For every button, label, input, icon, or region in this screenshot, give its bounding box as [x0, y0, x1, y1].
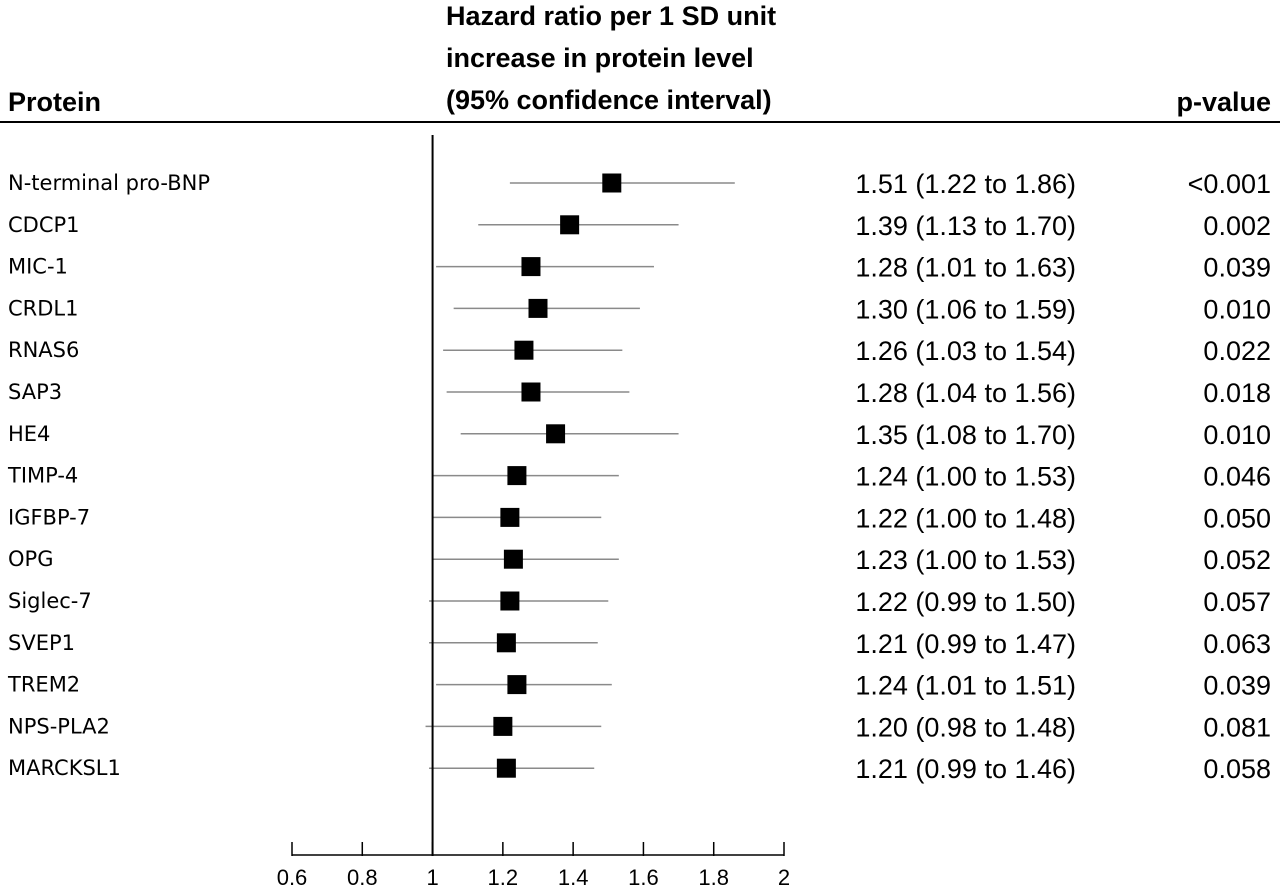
- hr-point: [507, 675, 527, 695]
- pvalue-column-header: p-value: [1176, 87, 1271, 117]
- x-tick-label: 1.2: [488, 865, 519, 888]
- protein-label: Siglec-7: [8, 589, 92, 613]
- x-tick-label: 1.4: [558, 865, 589, 888]
- forest-row: TIMP-4 1.24 (1.00 to 1.53) 0.046: [7, 462, 1271, 492]
- hr-ci-label: 1.24 (1.00 to 1.53): [855, 462, 1076, 492]
- hr-point: [500, 591, 520, 611]
- hr-point: [514, 340, 534, 360]
- protein-label: CRDL1: [8, 296, 79, 320]
- protein-label: OPG: [8, 547, 53, 571]
- p-value-label: 0.046: [1203, 462, 1271, 492]
- hr-header-line-3: (95% confidence interval): [446, 85, 772, 115]
- p-value-label: 0.018: [1203, 378, 1271, 408]
- p-value-label: 0.039: [1203, 253, 1271, 283]
- hr-ci-label: 1.30 (1.06 to 1.59): [855, 294, 1076, 324]
- protein-label: NPS-PLA2: [8, 714, 110, 738]
- forest-row: SVEP1 1.21 (0.99 to 1.47) 0.063: [8, 629, 1271, 659]
- p-value-label: 0.010: [1203, 294, 1271, 324]
- protein-label: CDCP1: [8, 213, 80, 237]
- hr-ci-label: 1.20 (0.98 to 1.48): [855, 712, 1076, 742]
- hr-ci-label: 1.22 (0.99 to 1.50): [855, 587, 1076, 617]
- forest-row: N-terminal pro-BNP 1.51 (1.22 to 1.86) <0.…: [8, 169, 1271, 199]
- hr-ci-label: 1.28 (1.01 to 1.63): [855, 253, 1076, 283]
- hr-ci-label: 1.26 (1.03 to 1.54): [855, 336, 1076, 366]
- forest-row: CDCP1 1.39 (1.13 to 1.70) 0.002: [8, 211, 1271, 241]
- forest-row: CRDL1 1.30 (1.06 to 1.59) 0.010: [8, 294, 1271, 324]
- hr-ci-label: 1.35 (1.08 to 1.70): [855, 420, 1076, 450]
- p-value-label: 0.063: [1203, 629, 1271, 659]
- hr-ci-label: 1.24 (1.01 to 1.51): [855, 671, 1076, 701]
- forest-row: OPG 1.23 (1.00 to 1.53) 0.052: [8, 545, 1271, 575]
- hr-ci-label: 1.39 (1.13 to 1.70): [855, 211, 1076, 241]
- hr-ci-label: 1.23 (1.00 to 1.53): [855, 545, 1076, 575]
- forest-row: HE4 1.35 (1.08 to 1.70) 0.010: [8, 420, 1271, 450]
- hr-point: [493, 716, 513, 736]
- rows-layer: N-terminal pro-BNP 1.51 (1.22 to 1.86) <0.…: [7, 169, 1271, 784]
- protein-label: N-terminal pro-BNP: [8, 171, 210, 195]
- hr-point: [500, 507, 520, 527]
- p-value-label: 0.081: [1203, 712, 1271, 742]
- hr-ci-label: 1.21 (0.99 to 1.46): [855, 754, 1076, 784]
- x-tick-label: 2: [778, 865, 790, 888]
- p-value-label: 0.022: [1203, 336, 1271, 366]
- hr-point: [496, 758, 516, 778]
- hr-point: [521, 257, 541, 277]
- forest-row: NPS-PLA2 1.20 (0.98 to 1.48) 0.081: [8, 712, 1271, 742]
- hr-point: [521, 382, 541, 402]
- hr-ci-label: 1.28 (1.04 to 1.56): [855, 378, 1076, 408]
- forest-row: IGFBP-7 1.22 (1.00 to 1.48) 0.050: [8, 503, 1271, 533]
- p-value-label: 0.010: [1203, 420, 1271, 450]
- hr-point: [602, 173, 622, 193]
- hr-ci-label: 1.51 (1.22 to 1.86): [855, 169, 1076, 199]
- x-axis: 0.6 0.8 1 1.2 1.4 1.6 1.8 2: [277, 842, 790, 888]
- hr-point: [546, 424, 566, 444]
- forest-row: MIC-1 1.28 (1.01 to 1.63) 0.039: [8, 253, 1271, 283]
- x-tick-label: 1.6: [628, 865, 659, 888]
- protein-label: IGFBP-7: [8, 505, 90, 529]
- hr-point: [560, 215, 580, 235]
- protein-label: RNAS6: [8, 338, 79, 362]
- protein-label: MARCKSL1: [8, 756, 121, 780]
- x-tick-label: 1.8: [698, 865, 729, 888]
- protein-label: TREM2: [7, 673, 80, 697]
- p-value-label: 0.039: [1203, 671, 1271, 701]
- hr-header-line-2: increase in protein level: [446, 43, 754, 73]
- x-tick-label: 1: [426, 865, 438, 888]
- p-value-label: 0.002: [1203, 211, 1271, 241]
- hr-point: [496, 633, 516, 653]
- forest-row: RNAS6 1.26 (1.03 to 1.54) 0.022: [8, 336, 1271, 366]
- p-value-label: 0.058: [1203, 754, 1271, 784]
- hr-point: [507, 466, 527, 486]
- hr-header-line-1: Hazard ratio per 1 SD unit: [446, 1, 776, 31]
- x-tick-label: 0.8: [347, 865, 378, 888]
- x-tick-label: 0.6: [277, 865, 308, 888]
- hr-ci-label: 1.21 (0.99 to 1.47): [855, 629, 1076, 659]
- p-value-label: 0.057: [1203, 587, 1271, 617]
- forest-row: TREM2 1.24 (1.01 to 1.51) 0.039: [7, 671, 1271, 701]
- forest-row: SAP3 1.28 (1.04 to 1.56) 0.018: [8, 378, 1271, 408]
- protein-label: HE4: [8, 422, 50, 446]
- protein-label: MIC-1: [8, 255, 68, 279]
- protein-label: SAP3: [8, 380, 62, 404]
- p-value-label: 0.050: [1203, 503, 1271, 533]
- forest-row: Siglec-7 1.22 (0.99 to 1.50) 0.057: [8, 587, 1271, 617]
- hr-point: [503, 549, 523, 569]
- p-value-label: <0.001: [1188, 169, 1271, 199]
- protein-column-header: Protein: [8, 87, 101, 117]
- forest-row: MARCKSL1 1.21 (0.99 to 1.46) 0.058: [8, 754, 1271, 784]
- hr-point: [528, 298, 548, 318]
- protein-label: SVEP1: [8, 631, 75, 655]
- p-value-label: 0.052: [1203, 545, 1271, 575]
- hr-ci-label: 1.22 (1.00 to 1.48): [855, 503, 1076, 533]
- protein-label: TIMP-4: [7, 464, 78, 488]
